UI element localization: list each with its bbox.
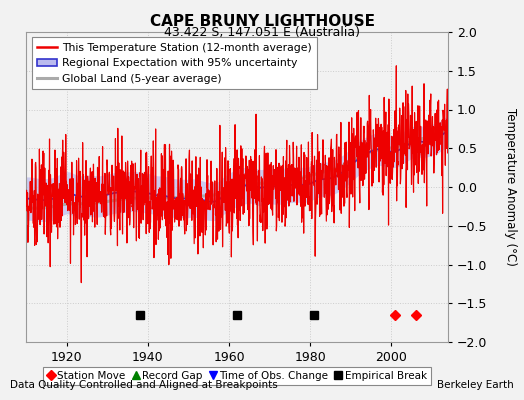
Text: CAPE BRUNY LIGHTHOUSE: CAPE BRUNY LIGHTHOUSE bbox=[149, 14, 375, 29]
Text: 43.422 S, 147.051 E (Australia): 43.422 S, 147.051 E (Australia) bbox=[164, 26, 360, 39]
Text: Berkeley Earth: Berkeley Earth bbox=[437, 380, 514, 390]
Text: Data Quality Controlled and Aligned at Breakpoints: Data Quality Controlled and Aligned at B… bbox=[10, 380, 278, 390]
Y-axis label: Temperature Anomaly (°C): Temperature Anomaly (°C) bbox=[504, 108, 517, 266]
Legend: Station Move, Record Gap, Time of Obs. Change, Empirical Break: Station Move, Record Gap, Time of Obs. C… bbox=[43, 366, 431, 385]
